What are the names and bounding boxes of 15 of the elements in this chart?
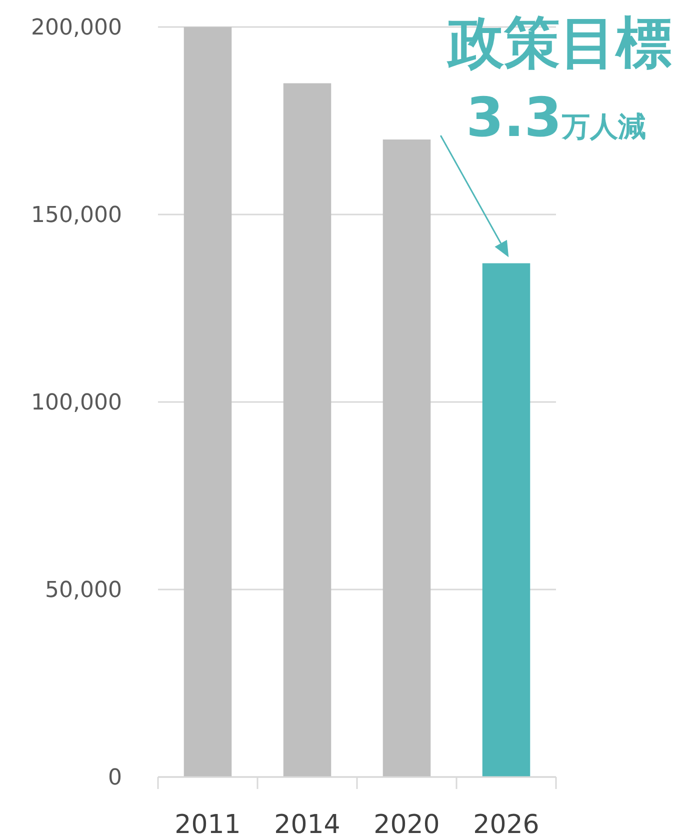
bar <box>482 263 530 777</box>
bar <box>283 83 332 777</box>
x-tick-label: 2014 <box>274 810 340 835</box>
y-tick-label: 0 <box>108 766 122 791</box>
bar <box>382 140 431 777</box>
annotation: 3.3万人減 <box>466 86 646 149</box>
y-tick-label: 100,000 <box>31 390 122 416</box>
annotation: 政策目標 <box>446 11 672 76</box>
x-tick-label: 2026 <box>473 810 540 835</box>
x-tick-label: 2020 <box>374 810 440 835</box>
y-tick-label: 150,000 <box>31 203 122 228</box>
y-tick-label: 50,000 <box>45 578 122 604</box>
x-tick-label: 2011 <box>174 810 241 835</box>
bar <box>184 27 232 777</box>
y-tick-label: 200,000 <box>31 16 122 41</box>
